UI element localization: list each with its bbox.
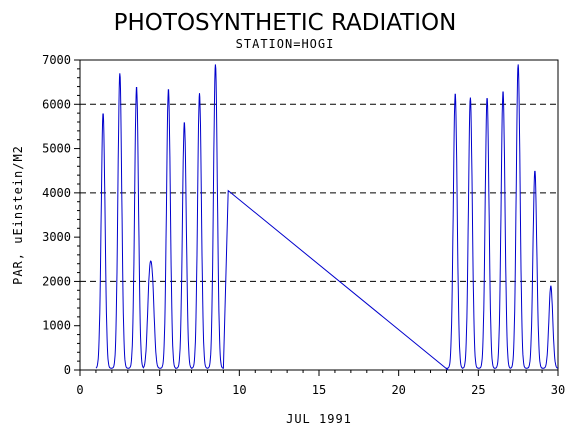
plot-frame — [79, 59, 559, 371]
y-tick-label: 4000 — [42, 186, 71, 200]
x-tick-label: 20 — [391, 383, 405, 397]
x-axis-label: JUL 1991 — [286, 412, 352, 426]
y-tick-label: 0 — [64, 363, 71, 377]
tick-labels: 0 5 10 15 20 25 30 0 1000 2000 3000 4000 5000 6000 700… — [42, 53, 565, 397]
y-tick-label: 1000 — [42, 319, 71, 333]
y-tick-label: 5000 — [42, 142, 71, 156]
chart-subtitle: STATION=HOGI — [236, 37, 335, 51]
series-line — [95, 64, 559, 371]
x-tick-label: 5 — [156, 383, 163, 397]
y-axis-label: PAR, uEinstein/M2 — [11, 145, 25, 285]
x-tick-label: 25 — [471, 383, 485, 397]
x-tick-label: 15 — [312, 383, 326, 397]
chart-title: PHOTOSYNTHETIC RADIATION — [114, 10, 457, 36]
y-tick-label: 6000 — [42, 97, 71, 111]
y-tick-label: 2000 — [42, 274, 71, 288]
x-tick-label: 10 — [232, 383, 246, 397]
y-tick-label: 7000 — [42, 53, 71, 67]
y-tick-label: 3000 — [42, 230, 71, 244]
x-tick-label: 0 — [76, 383, 83, 397]
x-tick-label: 30 — [551, 383, 565, 397]
